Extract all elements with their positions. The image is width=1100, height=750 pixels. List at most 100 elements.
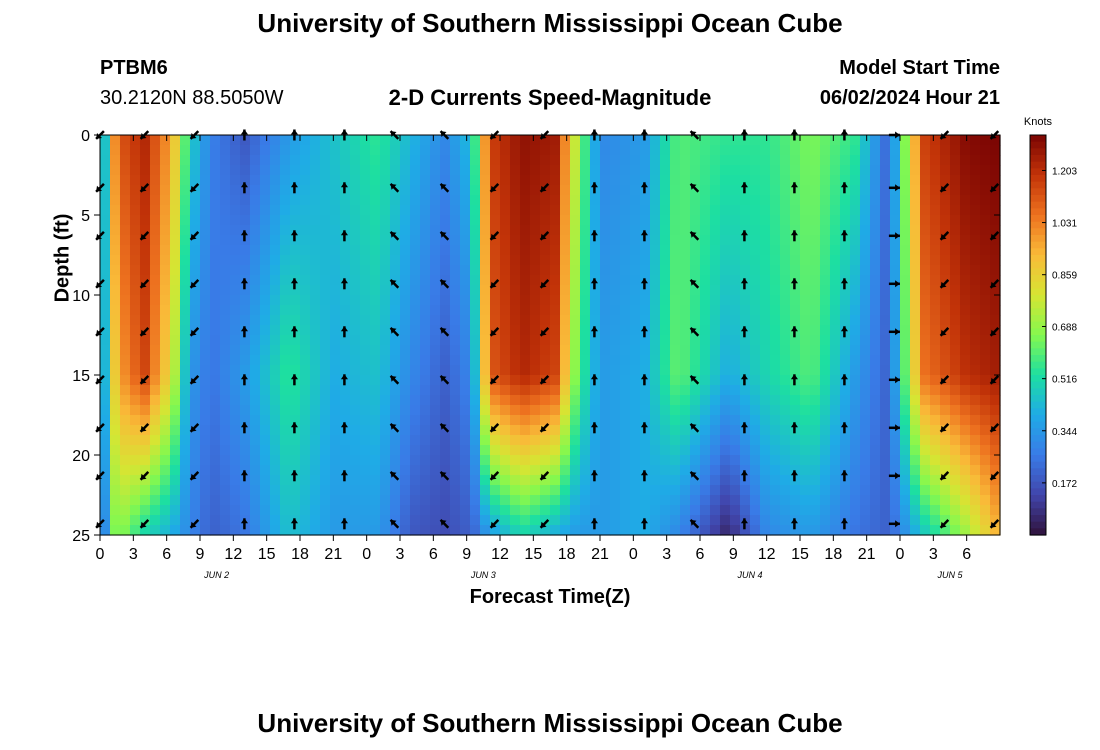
heatmap-cell xyxy=(930,205,941,216)
heatmap-cell xyxy=(710,325,721,336)
heatmap-cell xyxy=(990,525,1001,536)
heatmap-cell xyxy=(180,395,191,406)
heatmap-cell xyxy=(210,355,221,366)
heatmap-cell xyxy=(810,385,821,396)
heatmap-cell xyxy=(750,175,761,186)
heatmap-cell xyxy=(910,245,921,256)
heatmap-cell xyxy=(160,145,171,156)
heatmap-cell xyxy=(780,145,791,156)
heatmap-cell xyxy=(240,365,251,376)
heatmap-cell xyxy=(940,205,951,216)
heatmap-cell xyxy=(160,365,171,376)
heatmap-cell xyxy=(710,395,721,406)
heatmap-cell xyxy=(510,315,521,326)
heatmap-cell xyxy=(220,185,231,196)
heatmap-cell xyxy=(970,225,981,236)
heatmap-cell xyxy=(880,335,891,346)
heatmap-cell xyxy=(320,355,331,366)
heatmap-cell xyxy=(220,285,231,296)
heatmap-cell xyxy=(810,435,821,446)
heatmap-cell xyxy=(690,405,701,416)
current-vector-head xyxy=(940,329,947,336)
heatmap-cell xyxy=(890,485,901,496)
heatmap-cell xyxy=(410,265,421,276)
heatmap-cell xyxy=(580,215,591,226)
heatmap-cell xyxy=(550,435,561,446)
heatmap-cell xyxy=(860,465,871,476)
heatmap-cell xyxy=(670,445,681,456)
heatmap-cell xyxy=(970,495,981,506)
heatmap-cell xyxy=(180,445,191,456)
heatmap-cell xyxy=(880,515,891,526)
heatmap-cell xyxy=(580,205,591,216)
heatmap-cell xyxy=(230,275,241,286)
heatmap-cell xyxy=(540,225,551,236)
heatmap-cell xyxy=(270,315,281,326)
heatmap-cell xyxy=(530,425,541,436)
heatmap-cell xyxy=(750,385,761,396)
heatmap-cell xyxy=(250,185,261,196)
heatmap-cell xyxy=(390,215,401,226)
heatmap-cell xyxy=(830,375,841,386)
heatmap-cell xyxy=(730,415,741,426)
heatmap-cell xyxy=(400,295,411,306)
heatmap-cell xyxy=(680,145,691,156)
heatmap-cell xyxy=(730,145,741,156)
heatmap-cell xyxy=(150,375,161,386)
heatmap-cell xyxy=(700,335,711,346)
heatmap-cell xyxy=(910,195,921,206)
heatmap-cell xyxy=(890,405,901,416)
heatmap-cell xyxy=(340,265,351,276)
heatmap-cell xyxy=(250,175,261,186)
heatmap-cell xyxy=(490,455,501,466)
heatmap-cell xyxy=(490,465,501,476)
current-vector-head xyxy=(140,185,147,192)
heatmap-cell xyxy=(810,285,821,296)
heatmap-cell xyxy=(560,225,571,236)
colorbar-segment xyxy=(1030,275,1046,283)
heatmap-cell xyxy=(470,275,481,286)
heatmap-cell xyxy=(490,395,501,406)
heatmap-cell xyxy=(110,255,121,266)
heatmap-cell xyxy=(890,165,901,176)
heatmap-cell xyxy=(830,525,841,536)
heatmap-cell xyxy=(850,505,861,516)
day-label: JUN 5 xyxy=(936,570,963,580)
heatmap-cell xyxy=(440,395,451,406)
heatmap-cell xyxy=(530,275,541,286)
heatmap-cell xyxy=(920,495,931,506)
heatmap-cell xyxy=(640,485,651,496)
heatmap-cell xyxy=(770,265,781,276)
heatmap-cell xyxy=(480,475,491,486)
heatmap-cell xyxy=(130,455,141,466)
heatmap-cell xyxy=(700,315,711,326)
heatmap-cell xyxy=(580,415,591,426)
heatmap-cell xyxy=(110,435,121,446)
heatmap-cell xyxy=(170,285,181,296)
heatmap-cell xyxy=(430,355,441,366)
heatmap-cell xyxy=(220,465,231,476)
heatmap-cell xyxy=(640,415,651,426)
heatmap-cell xyxy=(490,505,501,516)
heatmap-cell xyxy=(620,145,631,156)
heatmap-cell xyxy=(580,235,591,246)
heatmap-cell xyxy=(920,465,931,476)
heatmap-cell xyxy=(260,485,271,496)
heatmap-cell xyxy=(560,335,571,346)
heatmap-cell xyxy=(680,325,691,336)
heatmap-cell xyxy=(360,295,371,306)
heatmap-cell xyxy=(100,375,111,386)
heatmap-cell xyxy=(520,505,531,516)
colorbar-segment xyxy=(1030,461,1046,469)
heatmap-cell xyxy=(690,215,701,226)
heatmap-cell xyxy=(510,305,521,316)
heatmap-cell xyxy=(970,365,981,376)
heatmap-cell xyxy=(700,145,711,156)
heatmap-cell xyxy=(220,365,231,376)
heatmap-cell xyxy=(880,435,891,446)
heatmap-cell xyxy=(460,475,471,486)
heatmap-cell xyxy=(990,495,1001,506)
heatmap-cell xyxy=(750,245,761,256)
heatmap-cell xyxy=(860,305,871,316)
heatmap-cell xyxy=(780,315,791,326)
